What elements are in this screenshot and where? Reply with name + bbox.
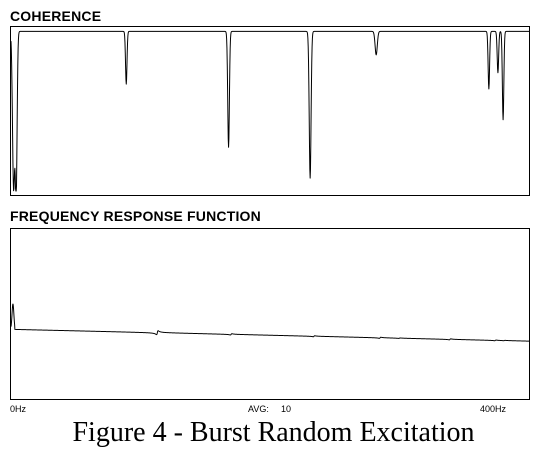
frf-series-line <box>11 303 529 342</box>
x-axis-start-label: 0Hz <box>10 404 27 414</box>
coherence-series-line <box>11 30 529 192</box>
average-label: AVG: <box>248 404 269 414</box>
x-axis-end-label: 400Hz <box>480 404 507 414</box>
coherence-chart <box>11 30 529 192</box>
coherence-title: COHERENCE <box>10 8 102 24</box>
average-count: 10 <box>281 404 292 414</box>
frf-title: FREQUENCY RESPONSE FUNCTION <box>10 208 261 224</box>
coherence-plot <box>10 26 530 196</box>
frf-plot <box>10 228 530 400</box>
frf-chart <box>11 303 529 342</box>
figure-caption: Figure 4 - Burst Random Excitation <box>72 417 475 448</box>
